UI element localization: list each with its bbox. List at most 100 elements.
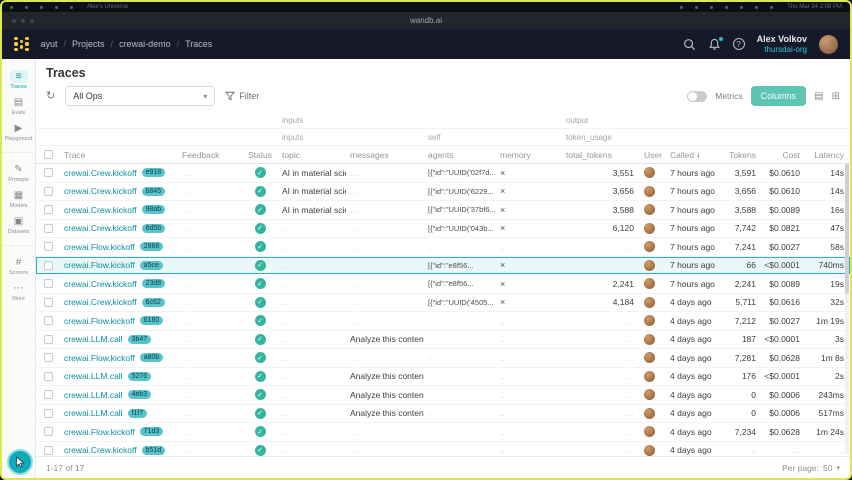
column-header-total-tokens[interactable]: total_tokens: [566, 149, 612, 160]
breadcrumb-item-projects[interactable]: Projects: [72, 39, 105, 49]
trace-id-badge[interactable]: b51d: [141, 445, 166, 455]
metrics-toggle[interactable]: [687, 90, 708, 102]
row-checkbox[interactable]: [36, 368, 60, 386]
row-checkbox[interactable]: [36, 275, 60, 293]
trace-link[interactable]: crewai.Flow.kickoff: [64, 315, 135, 326]
table-row[interactable]: crewai.Flow.kickoff a80b... ✓.............…: [36, 349, 850, 368]
bell-icon[interactable]: [708, 36, 723, 51]
column-header-feedback[interactable]: Feedback: [182, 149, 220, 160]
table-row[interactable]: crewai.LLM.call 4eb3... ✓... Analyze this c…: [36, 386, 850, 405]
select-all-checkbox[interactable]: [36, 150, 60, 159]
row-checkbox[interactable]: [36, 349, 60, 367]
trace-link[interactable]: crewai.Crew.kickoff: [64, 445, 137, 456]
trace-id-badge[interactable]: a5ce: [139, 260, 163, 270]
breadcrumb-item-ayut[interactable]: ayut: [40, 39, 58, 49]
window-controls[interactable]: [12, 18, 34, 23]
table-row[interactable]: crewai.Flow.kickoff a5ce... ✓...... [{"id":…: [36, 256, 850, 275]
column-header-messages[interactable]: messages: [350, 149, 389, 160]
column-header-trace[interactable]: Trace: [64, 149, 86, 160]
trace-id-badge[interactable]: 6d5b: [141, 223, 166, 233]
per-page-value[interactable]: 50: [823, 462, 833, 473]
table-row[interactable]: crewai.Flow.kickoff 6160... ✓.............…: [36, 312, 850, 331]
row-checkbox[interactable]: [36, 164, 60, 182]
help-icon[interactable]: ?: [732, 38, 745, 50]
chevron-down-icon[interactable]: ▾: [836, 464, 840, 472]
table-row[interactable]: crewai.Crew.kickoff 6c62... ✓...... [{"id":…: [36, 294, 850, 312]
row-checkbox[interactable]: [36, 201, 60, 219]
table-row[interactable]: crewai.Crew.kickoff 98ab... ✓ AI in materia…: [36, 201, 850, 220]
wandb-logo-icon[interactable]: [14, 36, 29, 52]
trace-link[interactable]: crewai.Flow.kickoff: [64, 241, 135, 252]
table-row[interactable]: crewai.Crew.kickoff e918... ✓ AI in materia…: [36, 164, 850, 183]
trace-link[interactable]: crewai.LLM.call: [64, 334, 123, 345]
table-density-icon[interactable]: ▤: [814, 90, 824, 102]
sidebar-item-traces[interactable]: ≡ Traces: [2, 67, 35, 93]
trace-link[interactable]: crewai.Crew.kickoff: [64, 278, 137, 289]
table-row[interactable]: crewai.Crew.kickoff 23d8... ✓...... [{"id":…: [36, 275, 850, 294]
sidebar-item-more[interactable]: ⋯ More: [2, 279, 35, 305]
row-checkbox[interactable]: [36, 294, 60, 312]
trace-id-badge[interactable]: 23d8: [141, 279, 166, 289]
sidebar-item-scorers[interactable]: # Scorers: [2, 253, 35, 279]
row-checkbox[interactable]: [36, 442, 60, 460]
trace-id-badge[interactable]: e918: [141, 168, 166, 178]
trace-id-badge[interactable]: 4eb3: [127, 390, 152, 400]
user-avatar[interactable]: [819, 34, 838, 54]
columns-button[interactable]: Columns: [750, 86, 807, 106]
row-checkbox[interactable]: [36, 238, 60, 256]
row-checkbox[interactable]: [36, 220, 60, 238]
trace-link[interactable]: crewai.Crew.kickoff: [64, 167, 137, 178]
trace-link[interactable]: crewai.Crew.kickoff: [64, 297, 137, 308]
ops-filter-dropdown[interactable]: All Ops ▾: [65, 86, 216, 106]
column-header-user[interactable]: User: [644, 149, 662, 160]
trace-id-badge[interactable]: f1f7: [127, 408, 148, 418]
row-checkbox[interactable]: [36, 257, 60, 275]
trace-id-badge[interactable]: 3b47: [127, 334, 152, 344]
row-checkbox[interactable]: [36, 423, 60, 441]
trace-id-badge[interactable]: 71d3: [139, 427, 164, 437]
trace-link[interactable]: crewai.LLM.call: [64, 408, 123, 419]
column-header-latency[interactable]: Latency: [814, 149, 844, 160]
row-checkbox[interactable]: [36, 405, 60, 423]
row-checkbox[interactable]: [36, 183, 60, 201]
column-header-agents[interactable]: agents: [428, 149, 454, 160]
breadcrumb-item-crewai-demo[interactable]: crewai-demo: [119, 39, 171, 49]
sidebar-item-prompts[interactable]: ✎ Prompts: [2, 160, 35, 186]
trace-id-badge[interactable]: 98ab: [141, 205, 166, 215]
trace-link[interactable]: crewai.Flow.kickoff: [64, 352, 135, 363]
search-icon[interactable]: [683, 38, 696, 51]
table-row[interactable]: crewai.LLM.call 5276... ✓... Analyze this c…: [36, 368, 850, 386]
filter-button[interactable]: Filter: [225, 91, 259, 101]
url-text[interactable]: wandb.ai: [409, 16, 443, 25]
trace-link[interactable]: crewai.LLM.call: [64, 371, 123, 382]
breadcrumb-item-traces[interactable]: Traces: [185, 39, 213, 49]
trace-id-badge[interactable]: 2868: [139, 242, 164, 252]
row-checkbox[interactable]: [36, 386, 60, 404]
trace-link[interactable]: crewai.Crew.kickoff: [64, 186, 137, 197]
table-row[interactable]: crewai.Flow.kickoff 71d3... ✓.............…: [36, 423, 850, 442]
table-row[interactable]: crewai.Flow.kickoff 2868... ✓.............…: [36, 238, 850, 257]
refresh-icon[interactable]: ↻: [46, 89, 56, 102]
trace-id-badge[interactable]: 6c62: [141, 297, 165, 307]
user-org[interactable]: thursdai-org: [764, 44, 807, 54]
trace-id-badge[interactable]: b845: [141, 186, 166, 196]
trace-id-badge[interactable]: 6160: [139, 316, 164, 326]
table-row[interactable]: crewai.Crew.kickoff 6d5b... ✓...... [{"id":…: [36, 220, 850, 238]
row-checkbox[interactable]: [36, 331, 60, 349]
trace-link[interactable]: crewai.Crew.kickoff: [64, 204, 137, 215]
trace-link[interactable]: crewai.Flow.kickoff: [64, 260, 135, 271]
column-header-status[interactable]: Status: [247, 149, 273, 160]
sidebar-item-playground[interactable]: ▶ Playground: [2, 119, 35, 145]
trace-id-badge[interactable]: 5276: [127, 371, 152, 381]
trace-link[interactable]: crewai.Flow.kickoff: [64, 426, 135, 437]
column-header-topic[interactable]: topic: [282, 149, 300, 160]
table-row[interactable]: crewai.LLM.call 3b47... ✓... Analyze this c…: [36, 331, 850, 349]
table-row[interactable]: crewai.Crew.kickoff b845... ✓ AI in materia…: [36, 183, 850, 201]
trace-id-badge[interactable]: a80b: [139, 353, 164, 363]
sidebar-item-datasets[interactable]: ▣ Datasets: [2, 212, 35, 238]
column-header-cost[interactable]: Cost: [782, 149, 800, 160]
column-header-called[interactable]: Called ↓: [670, 149, 701, 160]
trace-link[interactable]: crewai.LLM.call: [64, 389, 123, 400]
layout-grid-icon[interactable]: ⊞: [831, 90, 840, 102]
vertical-scrollbar[interactable]: [845, 163, 849, 454]
